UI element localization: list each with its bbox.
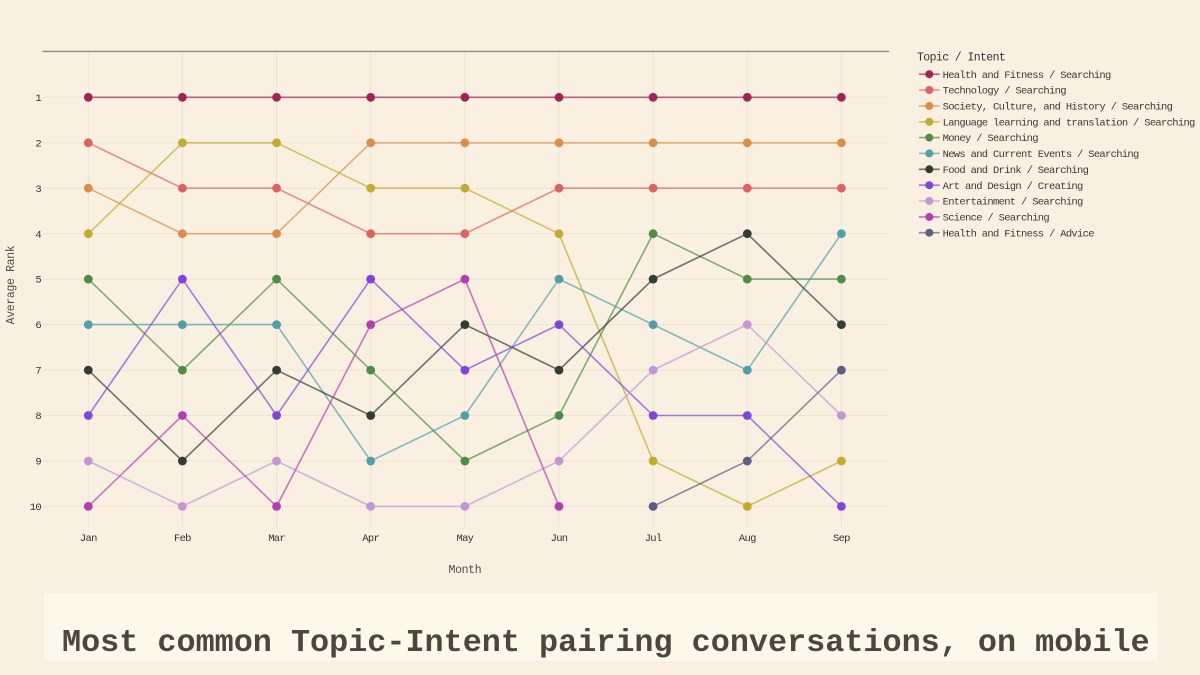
svg-text:Mar: Mar [268,533,285,545]
svg-text:Society, Culture, and History: Society, Culture, and History / Searchin… [943,102,1173,114]
svg-text:Apr: Apr [362,533,379,545]
svg-text:May: May [456,533,473,545]
svg-text:Art and Design / Creating: Art and Design / Creating [943,181,1083,193]
svg-text:Sep: Sep [833,533,850,545]
svg-text:Jun: Jun [551,533,568,545]
svg-text:6: 6 [35,320,41,332]
svg-text:2: 2 [35,138,41,150]
svg-text:Feb: Feb [174,533,191,545]
svg-text:Health and Fitness / Advice: Health and Fitness / Advice [943,228,1095,240]
svg-text:Technology / Searching: Technology / Searching [943,86,1067,98]
svg-text:Jul: Jul [645,533,662,545]
svg-text:1: 1 [35,93,41,105]
svg-text:Average Rank: Average Rank [5,245,18,324]
svg-text:8: 8 [35,411,41,423]
svg-text:Aug: Aug [739,533,756,545]
svg-text:News and Current Events / Sear: News and Current Events / Searching [943,149,1139,161]
svg-text:Entertainment / Searching: Entertainment / Searching [943,197,1083,209]
svg-text:10: 10 [30,502,42,514]
svg-text:3: 3 [35,184,41,196]
svg-text:Food and Drink / Searching: Food and Drink / Searching [943,165,1089,177]
svg-text:Topic / Intent: Topic / Intent [917,52,1005,65]
svg-text:Jan: Jan [80,533,97,545]
svg-text:Language learning and translat: Language learning and translation / Sear… [943,117,1195,129]
svg-text:Science / Searching: Science / Searching [943,213,1050,225]
svg-text:4: 4 [35,229,41,241]
svg-text:Health and Fitness / Searching: Health and Fitness / Searching [943,70,1111,82]
svg-text:5: 5 [35,275,41,287]
svg-text:Money / Searching: Money / Searching [943,133,1039,145]
svg-text:Month: Month [449,564,482,577]
svg-text:7: 7 [35,366,41,378]
svg-text:9: 9 [35,457,41,469]
